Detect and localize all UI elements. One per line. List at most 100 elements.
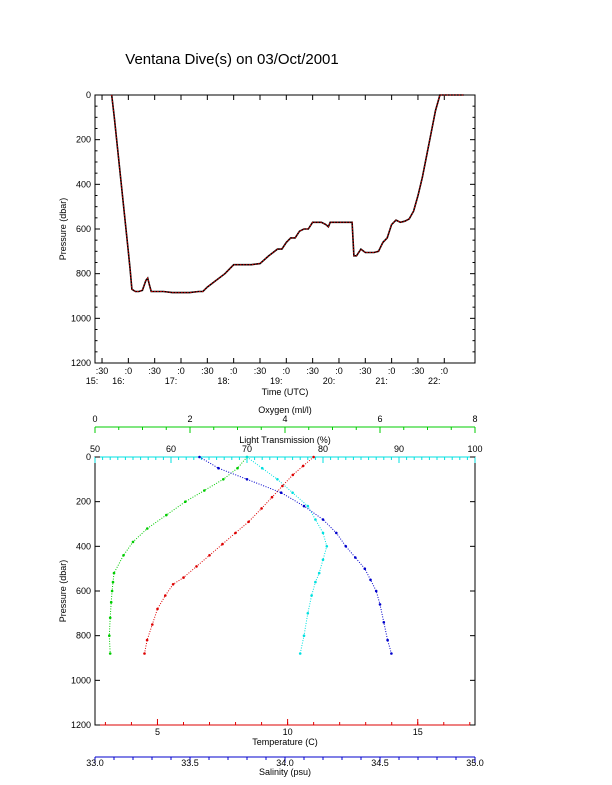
temperature-point [143, 652, 146, 655]
x-tick-label-minutes: :0 [283, 366, 291, 376]
light-point [321, 531, 325, 535]
salinity-point [335, 531, 338, 535]
light-series-line [246, 456, 328, 654]
x-tick-label-minutes: :30 [412, 366, 425, 376]
salinity-point [279, 491, 283, 495]
oxygen-series-line [108, 456, 248, 654]
temperature-point [195, 565, 198, 568]
temperature-point [234, 531, 237, 535]
salinity-series-line [199, 456, 392, 654]
salinity-axis-label: Salinity (psu) [259, 767, 311, 777]
light-point [298, 652, 302, 655]
light-axis-label: Light Transmission (%) [239, 435, 331, 445]
axis-tick-label: 90 [394, 444, 404, 454]
axis-tick-label: 34.5 [371, 758, 389, 768]
x-tick-label-hour: 15: [86, 376, 99, 386]
salinity-point [302, 504, 306, 508]
light-transmission-axis: 50 60 70 80 90 100 [90, 444, 483, 463]
axis-tick-label: 10 [283, 727, 293, 737]
temperature-point [247, 520, 250, 524]
temperature-point [260, 507, 263, 510]
y-tick-label: 0 [86, 90, 91, 100]
x-tick-label-minutes: :30 [96, 366, 109, 376]
oxygen-point [165, 513, 168, 517]
oxygen-axis: 0 2 4 6 8 [92, 414, 478, 433]
salinity-point [363, 567, 367, 570]
salinity-point [378, 603, 382, 606]
oxygen-point [108, 634, 111, 637]
y-tick-label: 200 [76, 497, 91, 507]
top-y-axis: 0 200 400 600 800 1000 1200 [71, 90, 475, 368]
light-point [276, 478, 279, 481]
x-tick-label-minutes: :30 [201, 366, 214, 376]
dive-trace-points [111, 94, 464, 294]
salinity-axis: 33.0 33.5 34.0 34.5 35.0 [86, 756, 484, 768]
temperature-point [164, 594, 167, 597]
light-point [310, 594, 313, 597]
x-tick-label-hour: 21: [375, 376, 388, 386]
temperature-point [156, 607, 159, 611]
y-tick-label: 1200 [71, 358, 91, 368]
x-tick-label-minutes: :0 [388, 366, 396, 376]
oxygen-point [112, 571, 116, 575]
temperature-point [312, 455, 315, 459]
oxygen-axis-label: Oxygen (ml/l) [258, 405, 312, 415]
oxygen-point [122, 554, 125, 557]
dive-trace-line [110, 94, 464, 294]
axis-tick-label: 0 [92, 414, 97, 424]
salinity-point [390, 652, 393, 655]
axis-tick-label: 15 [413, 727, 423, 737]
light-point [260, 466, 264, 470]
salinity-point [382, 621, 386, 624]
y-tick-label: 800 [76, 269, 91, 279]
light-point [314, 580, 317, 584]
bottom-y-axis: 0 200 400 600 800 1000 1200 [71, 452, 475, 730]
axis-tick-label: 2 [187, 414, 192, 424]
x-tick-label-hour: 16: [112, 376, 125, 386]
light-point [325, 545, 329, 548]
salinity-point [374, 589, 378, 593]
profile-plot: 0 2 4 6 8 50 60 70 80 90 100 5 10 15 33.0 33.5 34.0 34… [58, 405, 484, 777]
x-tick-label-hour: 17: [165, 376, 178, 386]
salinity-point [217, 466, 220, 470]
oxygen-point [108, 652, 112, 655]
light-point [306, 612, 310, 615]
y-tick-label: 400 [76, 179, 91, 189]
y-tick-label: 600 [76, 586, 91, 596]
x-tick-label-hour: 18: [217, 376, 230, 386]
oxygen-point [184, 500, 187, 504]
x-tick-label-minutes: :0 [125, 366, 133, 376]
axis-tick-label: 60 [166, 444, 176, 454]
axis-tick-label: 5 [155, 727, 160, 737]
axis-tick-label: 6 [377, 414, 382, 424]
x-tick-label-minutes: :30 [306, 366, 319, 376]
salinity-point [198, 455, 201, 459]
temperature-point [281, 484, 284, 488]
oxygen-point [111, 580, 115, 584]
salinity-point [344, 545, 348, 548]
light-point [302, 634, 306, 637]
axis-tick-label: 8 [472, 414, 477, 424]
y-tick-label: 800 [76, 631, 91, 641]
temperature-point [182, 576, 185, 579]
salinity-point [354, 556, 357, 559]
temperature-point [270, 495, 274, 499]
y-tick-label: 600 [76, 224, 91, 234]
axis-tick-label: 33.0 [86, 758, 104, 768]
y-tick-label: 400 [76, 541, 91, 551]
temperature-axis: 5 10 15 [95, 719, 475, 737]
light-point [314, 518, 317, 521]
oxygen-point [110, 589, 114, 593]
x-tick-label-minutes: :0 [230, 366, 238, 376]
temperature-point [221, 542, 224, 546]
temperature-point [291, 473, 295, 477]
x-tick-label-minutes: :30 [254, 366, 267, 376]
top-y-axis-label: Pressure (dbar) [58, 198, 68, 261]
axis-tick-label: 100 [467, 444, 482, 454]
x-tick-label-minutes: :0 [335, 366, 343, 376]
temperature-axis-label: Temperature (C) [252, 737, 318, 747]
y-tick-label: 200 [76, 135, 91, 145]
x-tick-label-minutes: :30 [359, 366, 372, 376]
bottom-plot-frame [94, 456, 476, 726]
